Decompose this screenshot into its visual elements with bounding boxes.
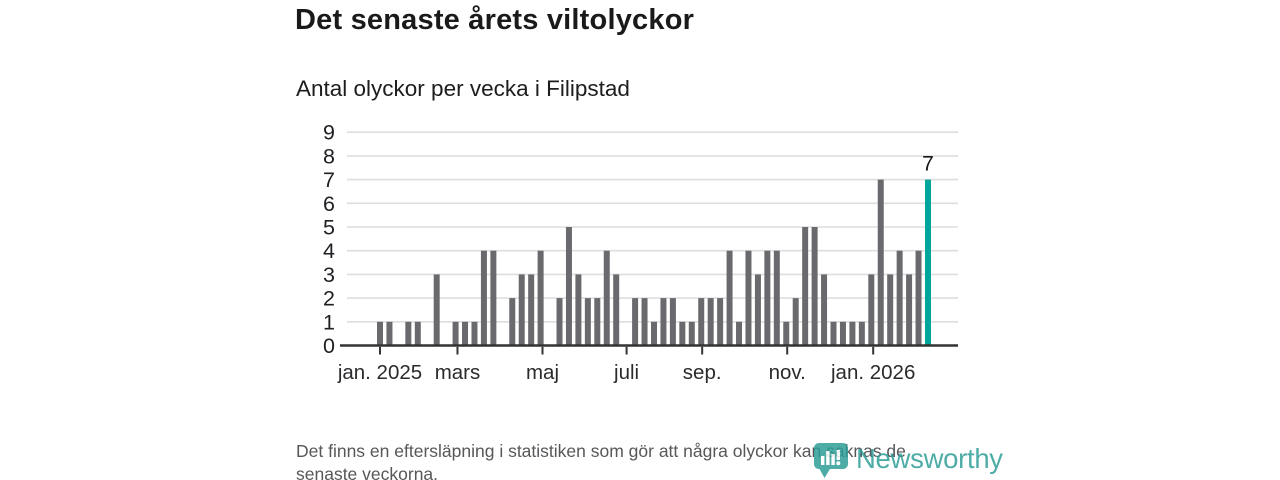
bar [679,321,686,346]
newsworthy-bar-chart-bubble-icon [814,443,848,478]
bar [792,298,799,346]
bar [858,321,865,346]
bar [669,298,676,346]
newsworthy-logo: Newsworthy [811,440,1003,478]
bar [518,274,525,346]
bar [650,321,657,346]
logo-bar-2 [826,451,830,465]
x-axis-label: jan. 2025 [337,361,422,384]
y-axis-label: 6 [323,192,335,216]
y-axis-label: 7 [323,168,335,192]
bar [736,321,743,346]
bar [386,321,393,346]
highlighted-bar [924,179,931,346]
bar [556,298,563,346]
bar [509,298,516,346]
bar [887,274,894,346]
bar [660,298,667,346]
bar [868,274,875,346]
x-axis-label: maj [526,361,559,384]
bar [528,274,535,346]
y-axis-label: 3 [323,263,335,287]
bar [575,274,582,346]
x-axis-label: mars [435,361,481,384]
bar [433,274,440,346]
bar [452,321,459,346]
bar [896,250,903,346]
y-axis-label: 9 [323,121,335,145]
logo-exclamation-dot [836,461,841,466]
bar [821,274,828,346]
bar [565,227,572,346]
bar [414,321,421,346]
bar [641,298,648,346]
bar [490,250,497,346]
y-axis-label: 1 [323,310,335,334]
y-axis-label: 5 [323,216,335,240]
x-axis-label: jan. 2026 [830,361,915,384]
bar [906,274,913,346]
bar [745,250,752,346]
bar [603,250,610,346]
y-axis-label: 0 [323,334,335,358]
y-axis-label: 4 [323,239,335,263]
y-axis-label: 2 [323,287,335,311]
bar [849,321,856,346]
bar [405,321,412,346]
bar [773,250,780,346]
logo-bubble-shape [814,443,848,478]
footnote: Det finns en eftersläpning i statistiken… [296,440,1016,480]
bar [537,250,544,346]
bar [915,250,922,346]
bar [717,298,724,346]
chart-subtitle: Antal olyckor per vecka i Filipstad [296,76,630,101]
bar [754,274,761,346]
x-axis-label: sep. [683,361,722,384]
footnote-line-2: senaste veckorna. [296,464,439,480]
bar [462,321,469,346]
y-axis-label: 8 [323,144,335,168]
bar [707,298,714,346]
bar [783,321,790,346]
x-axis-label: juli [613,361,639,384]
bar [594,298,601,346]
bar [471,321,478,346]
bar [877,179,884,346]
logo-bar-1 [821,456,825,465]
bar [632,298,639,346]
x-axis-label: nov. [769,361,806,384]
bar [764,250,771,346]
bar [839,321,846,346]
bar [830,321,837,346]
newsworthy-wordmark: Newsworthy [856,443,1003,474]
bar-value-label: 7 [922,153,934,176]
bar [698,298,705,346]
logo-bar-3 [831,454,835,465]
bar [802,227,809,346]
chart-title: Det senaste årets viltolyckor [295,4,695,36]
bar [811,227,818,346]
bar [688,321,695,346]
footnote-line-1: Det finns en eftersläpning i statistiken… [296,441,906,461]
bar [726,250,733,346]
bar [480,250,487,346]
bar [377,321,383,346]
bar [584,298,591,346]
bar [613,274,620,346]
logo-exclamation-stem [836,450,840,460]
